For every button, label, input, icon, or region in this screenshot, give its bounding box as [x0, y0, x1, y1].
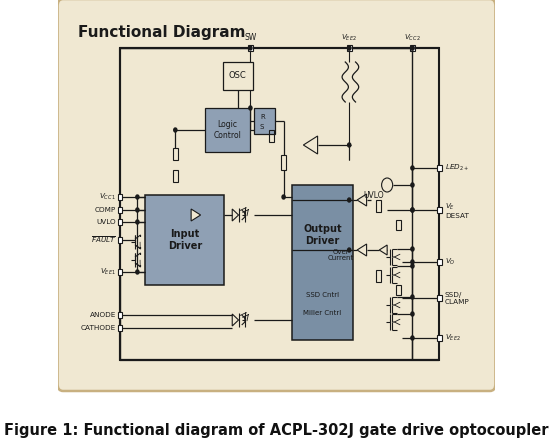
- Circle shape: [136, 208, 139, 212]
- Polygon shape: [379, 245, 387, 255]
- Bar: [347, 45, 352, 51]
- Text: S: S: [260, 124, 264, 130]
- Text: SW: SW: [244, 34, 257, 42]
- Circle shape: [348, 198, 351, 202]
- Bar: [254, 108, 275, 134]
- Bar: [118, 325, 122, 331]
- Polygon shape: [357, 194, 367, 206]
- Circle shape: [411, 208, 414, 212]
- Text: R: R: [260, 114, 265, 120]
- Text: $\overline{FAULT}$: $\overline{FAULT}$: [91, 235, 116, 245]
- Bar: [437, 335, 442, 341]
- Bar: [118, 312, 122, 318]
- Bar: [410, 45, 415, 51]
- Text: OSC: OSC: [229, 72, 247, 80]
- Polygon shape: [304, 136, 317, 154]
- Polygon shape: [191, 209, 201, 221]
- Text: $V_{EE2}$: $V_{EE2}$: [445, 333, 461, 343]
- FancyBboxPatch shape: [58, 0, 495, 391]
- Bar: [223, 62, 253, 90]
- Circle shape: [411, 46, 414, 50]
- Circle shape: [249, 106, 252, 110]
- Circle shape: [411, 295, 414, 299]
- Bar: [269, 130, 274, 142]
- Bar: [118, 207, 122, 213]
- Bar: [118, 219, 122, 225]
- Circle shape: [136, 270, 139, 274]
- Text: $V_{CC2}$: $V_{CC2}$: [404, 33, 421, 43]
- Circle shape: [348, 143, 351, 147]
- Circle shape: [282, 195, 285, 199]
- Text: Output
Driver: Output Driver: [303, 224, 342, 246]
- Circle shape: [348, 248, 351, 252]
- Text: $V_{EE1}$: $V_{EE1}$: [100, 267, 116, 277]
- Bar: [145, 195, 225, 285]
- Bar: [118, 194, 122, 200]
- Bar: [118, 269, 122, 275]
- Bar: [376, 200, 381, 212]
- Text: $V_{EE2}$: $V_{EE2}$: [341, 33, 357, 43]
- Text: CATHODE: CATHODE: [81, 325, 116, 331]
- Text: COMP: COMP: [95, 207, 116, 213]
- Text: Figure 1: Functional diagram of ACPL-302J gate drive optocoupler: Figure 1: Functional diagram of ACPL-302…: [4, 422, 549, 438]
- Circle shape: [411, 312, 414, 316]
- Circle shape: [411, 166, 414, 170]
- Text: SSD/
CLAMP: SSD/ CLAMP: [445, 291, 469, 304]
- Circle shape: [411, 247, 414, 251]
- Bar: [437, 259, 442, 265]
- Bar: [396, 285, 400, 295]
- Bar: [205, 108, 251, 152]
- Text: Input
Driver: Input Driver: [168, 229, 202, 251]
- Bar: [248, 45, 253, 51]
- Text: $V_O$: $V_O$: [445, 257, 456, 267]
- Circle shape: [136, 220, 139, 224]
- Circle shape: [411, 336, 414, 340]
- Circle shape: [382, 178, 393, 192]
- Bar: [437, 165, 442, 171]
- Circle shape: [174, 128, 177, 132]
- Bar: [396, 220, 400, 230]
- Text: Functional Diagram: Functional Diagram: [78, 25, 246, 40]
- Circle shape: [249, 46, 252, 50]
- Circle shape: [411, 208, 414, 212]
- Text: Over
Current: Over Current: [327, 249, 353, 261]
- Bar: [118, 237, 122, 243]
- Bar: [281, 155, 286, 170]
- Circle shape: [348, 46, 351, 50]
- Text: $V_{CC1}$: $V_{CC1}$: [100, 192, 116, 202]
- Circle shape: [136, 195, 139, 199]
- Text: $LED_{2+}$: $LED_{2+}$: [445, 163, 469, 173]
- Bar: [120, 48, 439, 360]
- Polygon shape: [357, 244, 367, 256]
- Circle shape: [411, 260, 414, 264]
- Bar: [437, 207, 442, 213]
- Bar: [291, 185, 353, 340]
- Text: Miller Cntrl: Miller Cntrl: [303, 310, 341, 316]
- Bar: [437, 295, 442, 301]
- Text: $V_E$
DESAT: $V_E$ DESAT: [445, 202, 469, 219]
- Text: Logic
Control: Logic Control: [213, 120, 242, 140]
- Text: SSD Cntrl: SSD Cntrl: [306, 292, 339, 298]
- Circle shape: [348, 46, 351, 50]
- Bar: [173, 170, 178, 182]
- Circle shape: [411, 183, 414, 187]
- Bar: [376, 270, 381, 282]
- Bar: [173, 148, 178, 160]
- Text: UVLO: UVLO: [363, 190, 384, 199]
- Text: UVLO: UVLO: [96, 219, 116, 225]
- Circle shape: [411, 46, 414, 50]
- Circle shape: [411, 264, 414, 268]
- Text: ANODE: ANODE: [90, 312, 116, 318]
